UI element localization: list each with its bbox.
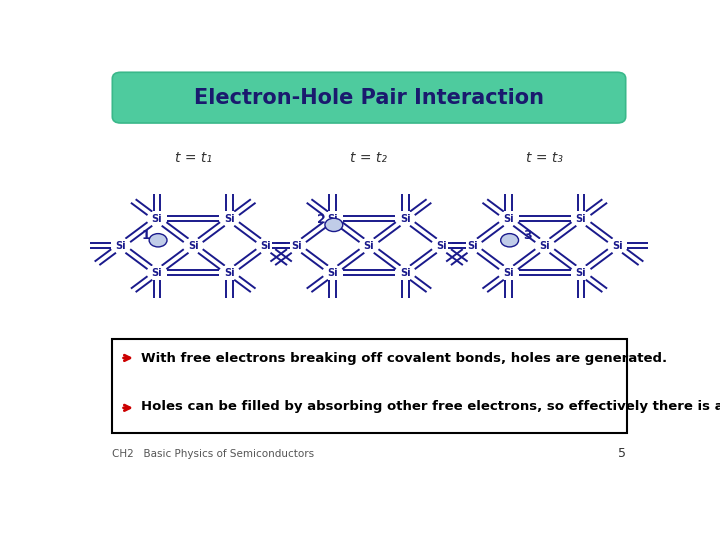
Text: t = t₃: t = t₃ (526, 151, 563, 165)
Text: Holes can be filled by absorbing other free electrons, so effectively there is a: Holes can be filled by absorbing other f… (141, 400, 720, 413)
Text: With free electrons breaking off covalent bonds, holes are generated.: With free electrons breaking off covalen… (141, 352, 667, 365)
Text: Si: Si (400, 214, 410, 224)
Text: Si: Si (400, 268, 410, 278)
Text: Si: Si (328, 268, 338, 278)
Text: Si: Si (503, 268, 514, 278)
Circle shape (325, 218, 343, 232)
Circle shape (500, 234, 518, 247)
Text: Si: Si (364, 241, 374, 251)
Text: Si: Si (224, 268, 235, 278)
Text: Electron-Hole Pair Interaction: Electron-Hole Pair Interaction (194, 87, 544, 107)
Text: t = t₂: t = t₂ (351, 151, 387, 165)
Text: 1: 1 (141, 229, 150, 242)
Text: 5: 5 (618, 447, 626, 460)
Circle shape (149, 234, 167, 247)
Text: Si: Si (539, 241, 550, 251)
Text: Si: Si (612, 241, 623, 251)
FancyBboxPatch shape (112, 72, 626, 123)
Text: t = t₁: t = t₁ (175, 151, 212, 165)
Text: Si: Si (224, 214, 235, 224)
Text: Si: Si (152, 268, 162, 278)
Text: Si: Si (576, 268, 586, 278)
Text: 2: 2 (318, 213, 326, 226)
Text: Si: Si (576, 214, 586, 224)
Text: Si: Si (188, 241, 199, 251)
Text: Si: Si (152, 214, 162, 224)
Text: CH2   Basic Physics of Semiconductors: CH2 Basic Physics of Semiconductors (112, 449, 315, 458)
Text: Si: Si (503, 214, 514, 224)
Text: Si: Si (328, 214, 338, 224)
Text: Si: Si (436, 241, 447, 251)
Text: 3: 3 (523, 229, 532, 242)
Text: Si: Si (261, 241, 271, 251)
Text: Si: Si (115, 241, 126, 251)
Text: Si: Si (467, 241, 477, 251)
FancyBboxPatch shape (112, 339, 627, 433)
Text: Si: Si (291, 241, 302, 251)
